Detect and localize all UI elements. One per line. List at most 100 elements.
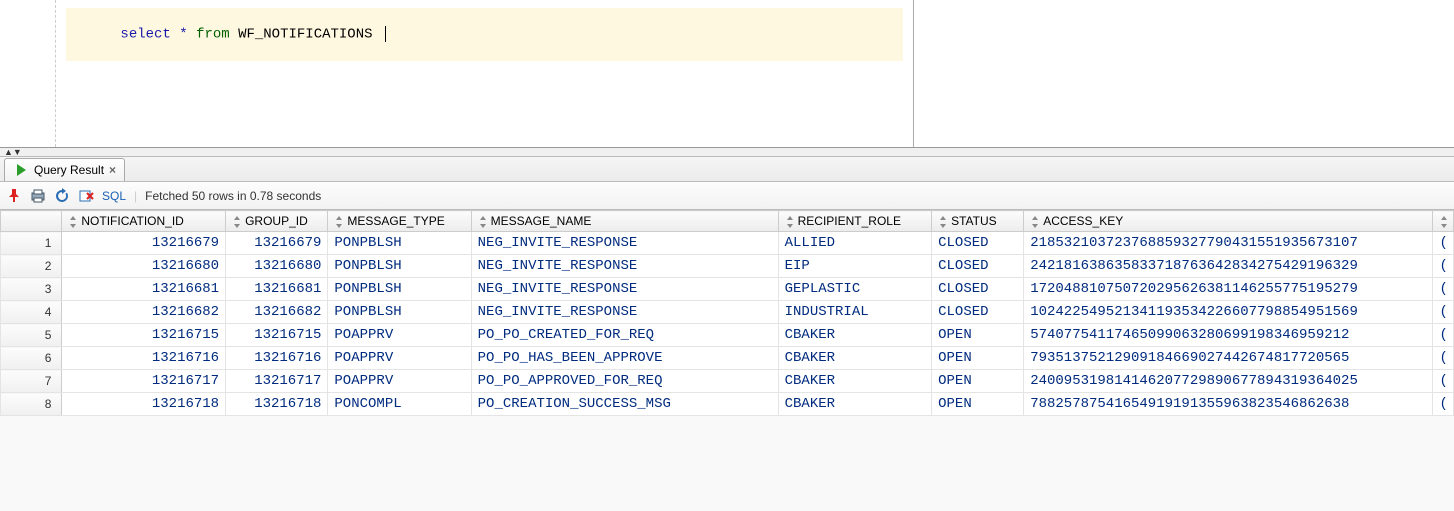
cell-notification-id[interactable]: 13216718 [62,393,226,416]
horizontal-splitter[interactable]: ▲▼ [0,148,1454,156]
print-icon[interactable] [30,188,46,204]
cell-message-name[interactable]: PO_PO_APPROVED_FOR_REQ [471,370,778,393]
cell-message-type[interactable]: PONPBLSH [328,301,471,324]
cell-message-type[interactable]: PONPBLSH [328,255,471,278]
cell-extra[interactable]: ( [1433,255,1454,278]
cell-status[interactable]: CLOSED [932,301,1024,324]
header-access-key[interactable]: ACCESS_KEY [1024,211,1433,232]
cell-message-type[interactable]: PONPBLSH [328,232,471,255]
cell-recipient-role[interactable]: INDUSTRIAL [778,301,931,324]
cell-notification-id[interactable]: 13216715 [62,324,226,347]
results-grid[interactable]: NOTIFICATION_ID GROUP_ID MESSAGE_TYPE ME… [0,210,1454,416]
cell-message-name[interactable]: PO_CREATION_SUCCESS_MSG [471,393,778,416]
cell-notification-id[interactable]: 13216681 [62,278,226,301]
cell-status[interactable]: CLOSED [932,278,1024,301]
run-icon [13,162,29,178]
cell-access-key[interactable]: 79351375212909184669027442674817720565 [1024,347,1433,370]
sort-icon [785,216,795,228]
cell-status[interactable]: OPEN [932,347,1024,370]
table-row[interactable]: 31321668113216681PONPBLSHNEG_INVITE_RESP… [1,278,1454,301]
table-row[interactable]: 21321668013216680PONPBLSHNEG_INVITE_RESP… [1,255,1454,278]
table-row[interactable]: 71321671713216717POAPPRVPO_PO_APPROVED_F… [1,370,1454,393]
cell-extra[interactable]: ( [1433,301,1454,324]
cell-group-id[interactable]: 13216716 [226,347,328,370]
cell-extra[interactable]: ( [1433,278,1454,301]
cell-recipient-role[interactable]: CBAKER [778,324,931,347]
text-cursor [385,26,386,42]
cell-status[interactable]: OPEN [932,324,1024,347]
cell-message-name[interactable]: NEG_INVITE_RESPONSE [471,255,778,278]
cell-status[interactable]: OPEN [932,393,1024,416]
cell-notification-id[interactable]: 13216682 [62,301,226,324]
cell-access-key[interactable]: 57407754117465099063280699198346959212 [1024,324,1433,347]
pin-icon[interactable] [6,188,22,204]
cell-access-key[interactable]: 218532103723768859327790431551935673107 [1024,232,1433,255]
delete-icon[interactable] [78,188,94,204]
editor-gutter [6,0,56,147]
cell-group-id[interactable]: 13216718 [226,393,328,416]
cell-extra[interactable]: ( [1433,347,1454,370]
cell-status[interactable]: CLOSED [932,232,1024,255]
cell-status[interactable]: OPEN [932,370,1024,393]
cell-recipient-role[interactable]: ALLIED [778,232,931,255]
table-row[interactable]: 51321671513216715POAPPRVPO_PO_CREATED_FO… [1,324,1454,347]
cell-notification-id[interactable]: 13216716 [62,347,226,370]
cell-access-key[interactable]: 242181638635833718763642834275429196329 [1024,255,1433,278]
header-rownum[interactable] [1,211,62,232]
row-number: 8 [1,393,62,416]
cell-recipient-role[interactable]: GEPLASTIC [778,278,931,301]
results-tab-bar: Query Result × [0,156,1454,182]
cell-message-name[interactable]: PO_PO_HAS_BEEN_APPROVE [471,347,778,370]
tab-close-button[interactable]: × [109,163,116,177]
tab-query-result[interactable]: Query Result × [4,158,125,181]
header-message-type[interactable]: MESSAGE_TYPE [328,211,471,232]
header-message-name[interactable]: MESSAGE_NAME [471,211,778,232]
header-group-id[interactable]: GROUP_ID [226,211,328,232]
cell-extra[interactable]: ( [1433,370,1454,393]
cell-message-type[interactable]: POAPPRV [328,347,471,370]
header-recipient-role[interactable]: RECIPIENT_ROLE [778,211,931,232]
sql-editor[interactable]: select * from WF_NOTIFICATIONS [56,0,914,147]
cell-message-type[interactable]: POAPPRV [328,324,471,347]
header-notification-id[interactable]: NOTIFICATION_ID [62,211,226,232]
cell-recipient-role[interactable]: CBAKER [778,370,931,393]
cell-group-id[interactable]: 13216679 [226,232,328,255]
sql-star: * [179,27,187,43]
cell-group-id[interactable]: 13216717 [226,370,328,393]
table-row[interactable]: 61321671613216716POAPPRVPO_PO_HAS_BEEN_A… [1,347,1454,370]
cell-message-type[interactable]: PONCOMPL [328,393,471,416]
cell-group-id[interactable]: 13216680 [226,255,328,278]
cell-notification-id[interactable]: 13216717 [62,370,226,393]
refresh-icon[interactable] [54,188,70,204]
cell-notification-id[interactable]: 13216679 [62,232,226,255]
cell-message-type[interactable]: POAPPRV [328,370,471,393]
cell-status[interactable]: CLOSED [932,255,1024,278]
cell-extra[interactable]: ( [1433,232,1454,255]
cell-access-key[interactable]: 102422549521341193534226607798854951569 [1024,301,1433,324]
cell-recipient-role[interactable]: CBAKER [778,393,931,416]
cell-access-key[interactable]: 172048810750720295626381146255775195279 [1024,278,1433,301]
cell-recipient-role[interactable]: CBAKER [778,347,931,370]
cell-group-id[interactable]: 13216682 [226,301,328,324]
sql-keyword-from: from [196,27,230,43]
table-row[interactable]: 41321668213216682PONPBLSHNEG_INVITE_RESP… [1,301,1454,324]
cell-group-id[interactable]: 13216715 [226,324,328,347]
cell-message-name[interactable]: NEG_INVITE_RESPONSE [471,301,778,324]
table-row[interactable]: 11321667913216679PONPBLSHNEG_INVITE_RESP… [1,232,1454,255]
cell-message-name[interactable]: PO_PO_CREATED_FOR_REQ [471,324,778,347]
table-row[interactable]: 81321671813216718PONCOMPLPO_CREATION_SUC… [1,393,1454,416]
cell-extra[interactable]: ( [1433,324,1454,347]
header-status[interactable]: STATUS [932,211,1024,232]
cell-access-key[interactable]: 240095319814146207729890677894319364025 [1024,370,1433,393]
cell-message-name[interactable]: NEG_INVITE_RESPONSE [471,278,778,301]
sql-line[interactable]: select * from WF_NOTIFICATIONS [66,8,903,61]
cell-access-key[interactable]: 78825787541654919191355963823546862638 [1024,393,1433,416]
sql-link[interactable]: SQL [102,189,126,203]
cell-recipient-role[interactable]: EIP [778,255,931,278]
cell-extra[interactable]: ( [1433,393,1454,416]
cell-message-type[interactable]: PONPBLSH [328,278,471,301]
cell-notification-id[interactable]: 13216680 [62,255,226,278]
cell-message-name[interactable]: NEG_INVITE_RESPONSE [471,232,778,255]
header-extra[interactable] [1433,211,1454,232]
cell-group-id[interactable]: 13216681 [226,278,328,301]
